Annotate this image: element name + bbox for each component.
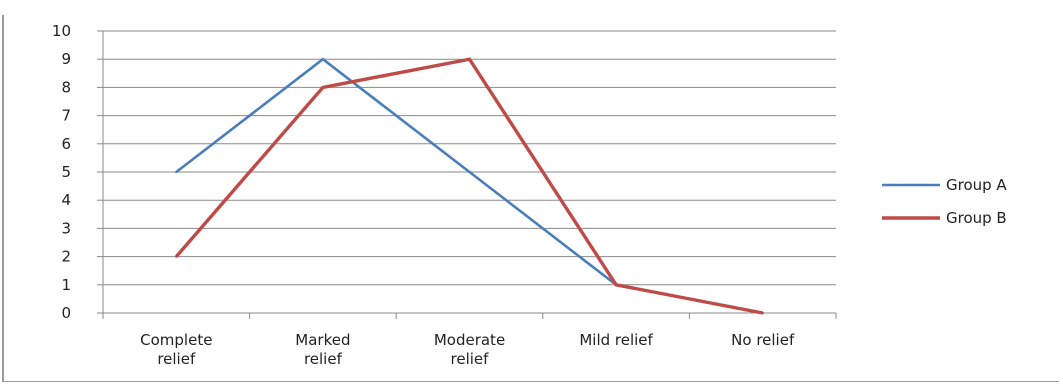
- y-tick-label: 5: [61, 163, 71, 181]
- series-lines: [175, 57, 764, 315]
- data-point: [321, 86, 325, 89]
- axes: 0 1 2 3 4 5 6 7 8 9 10 Complete relief Marked relief Mo…: [52, 22, 837, 368]
- chart-frame: [2, 15, 1059, 382]
- y-tick-label: 3: [61, 219, 71, 237]
- x-tick-label: Mild relief: [579, 331, 653, 349]
- y-tick-label: 0: [61, 304, 71, 322]
- data-point: [614, 283, 618, 286]
- x-tick-label: Marked relief: [295, 331, 350, 368]
- legend-label: Group A: [946, 176, 1007, 194]
- y-tick-label: 9: [61, 50, 71, 68]
- x-tick-label: Complete relief: [140, 331, 212, 368]
- data-point: [468, 170, 471, 174]
- y-tick-label: 6: [61, 135, 71, 153]
- y-tick-label: 1: [61, 276, 71, 294]
- series-line-group-b: [175, 57, 764, 315]
- y-tick-label: 8: [61, 78, 71, 96]
- y-tick-label: 10: [52, 22, 71, 40]
- legend: Group A Group B: [882, 176, 1007, 227]
- data-point: [761, 311, 764, 315]
- legend-label: Group B: [946, 209, 1007, 227]
- y-tick-label: 2: [61, 248, 71, 266]
- series-line-group-a: [175, 57, 763, 315]
- x-tick-label: Moderate relief: [434, 331, 505, 368]
- x-tick-label: No relief: [731, 331, 795, 349]
- gridlines: [103, 30, 836, 286]
- data-point: [321, 58, 325, 61]
- data-point: [468, 58, 471, 61]
- y-tick-label: 4: [61, 191, 71, 209]
- data-point: [175, 255, 178, 258]
- data-point: [175, 170, 178, 174]
- y-tick-label: 7: [61, 107, 71, 125]
